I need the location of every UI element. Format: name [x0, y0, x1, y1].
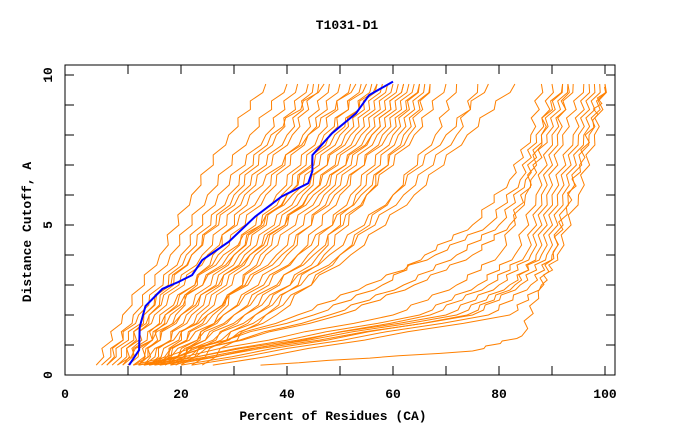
- model-line: [191, 83, 426, 366]
- model-line: [170, 83, 516, 366]
- model-line: [159, 83, 489, 366]
- model-line: [133, 83, 362, 366]
- chart-title: T1031-D1: [316, 18, 379, 33]
- model-line: [138, 83, 564, 366]
- y-tick-label: 0: [41, 371, 56, 379]
- y-tick-labels: 0 5 10: [41, 67, 56, 379]
- model-line: [170, 83, 415, 366]
- axis-ticks: [65, 65, 615, 375]
- x-tick-label: 20: [173, 387, 189, 402]
- model-line: [133, 83, 544, 366]
- model-line: [170, 83, 570, 366]
- model-line: [127, 83, 352, 366]
- model-line: [159, 83, 378, 366]
- model-line: [201, 83, 431, 366]
- model-line: [149, 83, 564, 366]
- model-line: [138, 83, 569, 366]
- y-tick-label: 10: [41, 67, 56, 83]
- model-line: [159, 83, 601, 366]
- model-line: [143, 83, 585, 366]
- model-line: [180, 83, 591, 366]
- model-line: [154, 83, 447, 366]
- x-tick-label: 0: [61, 387, 69, 402]
- x-tick-label: 40: [279, 387, 295, 402]
- x-tick-label: 60: [385, 387, 401, 402]
- model-line: [149, 83, 574, 366]
- model-line: [106, 83, 288, 366]
- model-line: [111, 83, 320, 366]
- model-line: [133, 83, 420, 366]
- model-line: [212, 83, 607, 366]
- x-tick-labels: 0 20 40 60 80 100: [61, 387, 617, 402]
- model-line: [122, 83, 325, 366]
- model-line: [260, 86, 607, 366]
- highlight-line: [128, 80, 394, 366]
- model-line: [117, 83, 330, 366]
- model-line: [175, 83, 458, 366]
- x-tick-label: 100: [593, 387, 617, 402]
- y-tick-label: 5: [41, 221, 56, 229]
- model-line: [101, 83, 299, 366]
- model-line: [122, 83, 341, 366]
- model-line: [164, 83, 479, 366]
- model-line: [95, 83, 267, 366]
- x-axis-label: Percent of Residues (CA): [239, 409, 426, 424]
- model-line: [143, 83, 383, 366]
- model-line: [127, 83, 314, 366]
- x-tick-label: 80: [491, 387, 507, 402]
- model-line: [154, 83, 596, 366]
- model-line: [154, 83, 399, 366]
- y-axis-label: Distance Cutoff, A: [20, 162, 35, 303]
- model-line: [191, 83, 607, 366]
- model-line: [148, 83, 378, 366]
- model-line: [148, 83, 431, 366]
- model-line: [143, 83, 367, 366]
- series-lines: [95, 80, 607, 366]
- model-line: [117, 83, 405, 366]
